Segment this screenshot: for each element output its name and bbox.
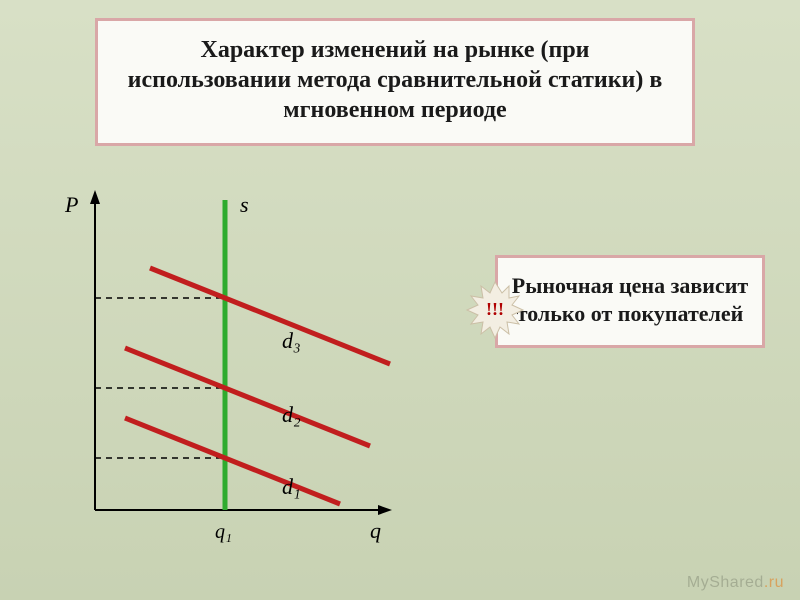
- watermark-right: .ru: [764, 574, 784, 591]
- x-axis-label: q: [370, 518, 381, 543]
- demand-label-d1: d₁: [282, 474, 301, 499]
- starburst-icon: !!!: [465, 280, 525, 340]
- x-axis-arrow: [378, 505, 392, 515]
- y-axis-arrow: [90, 190, 100, 204]
- starburst-text: !!!: [486, 299, 504, 320]
- demand-label-d2: d₂: [282, 402, 301, 427]
- callout-box: Рыночная цена зависит только от покупате…: [495, 255, 765, 348]
- callout-text: Рыночная цена зависит только от покупате…: [512, 273, 748, 326]
- slide: Характер изменений на рынке (при использ…: [0, 0, 800, 600]
- demand-line-d1: [125, 418, 340, 504]
- y-axis-label: P: [64, 192, 78, 217]
- supply-label: s: [240, 192, 249, 217]
- watermark-left: MyShared: [687, 574, 764, 591]
- demand-line-d3: [150, 268, 390, 364]
- watermark: MyShared.ru: [687, 574, 784, 592]
- chart: P q s d₁ d₂ d₃ q₁: [50, 190, 430, 560]
- demand-label-d3: d₃: [282, 328, 301, 353]
- q1-tick-label: q₁: [215, 521, 232, 543]
- title-box: Характер изменений на рынке (при использ…: [95, 18, 695, 146]
- title-text: Характер изменений на рынке (при использ…: [128, 37, 663, 123]
